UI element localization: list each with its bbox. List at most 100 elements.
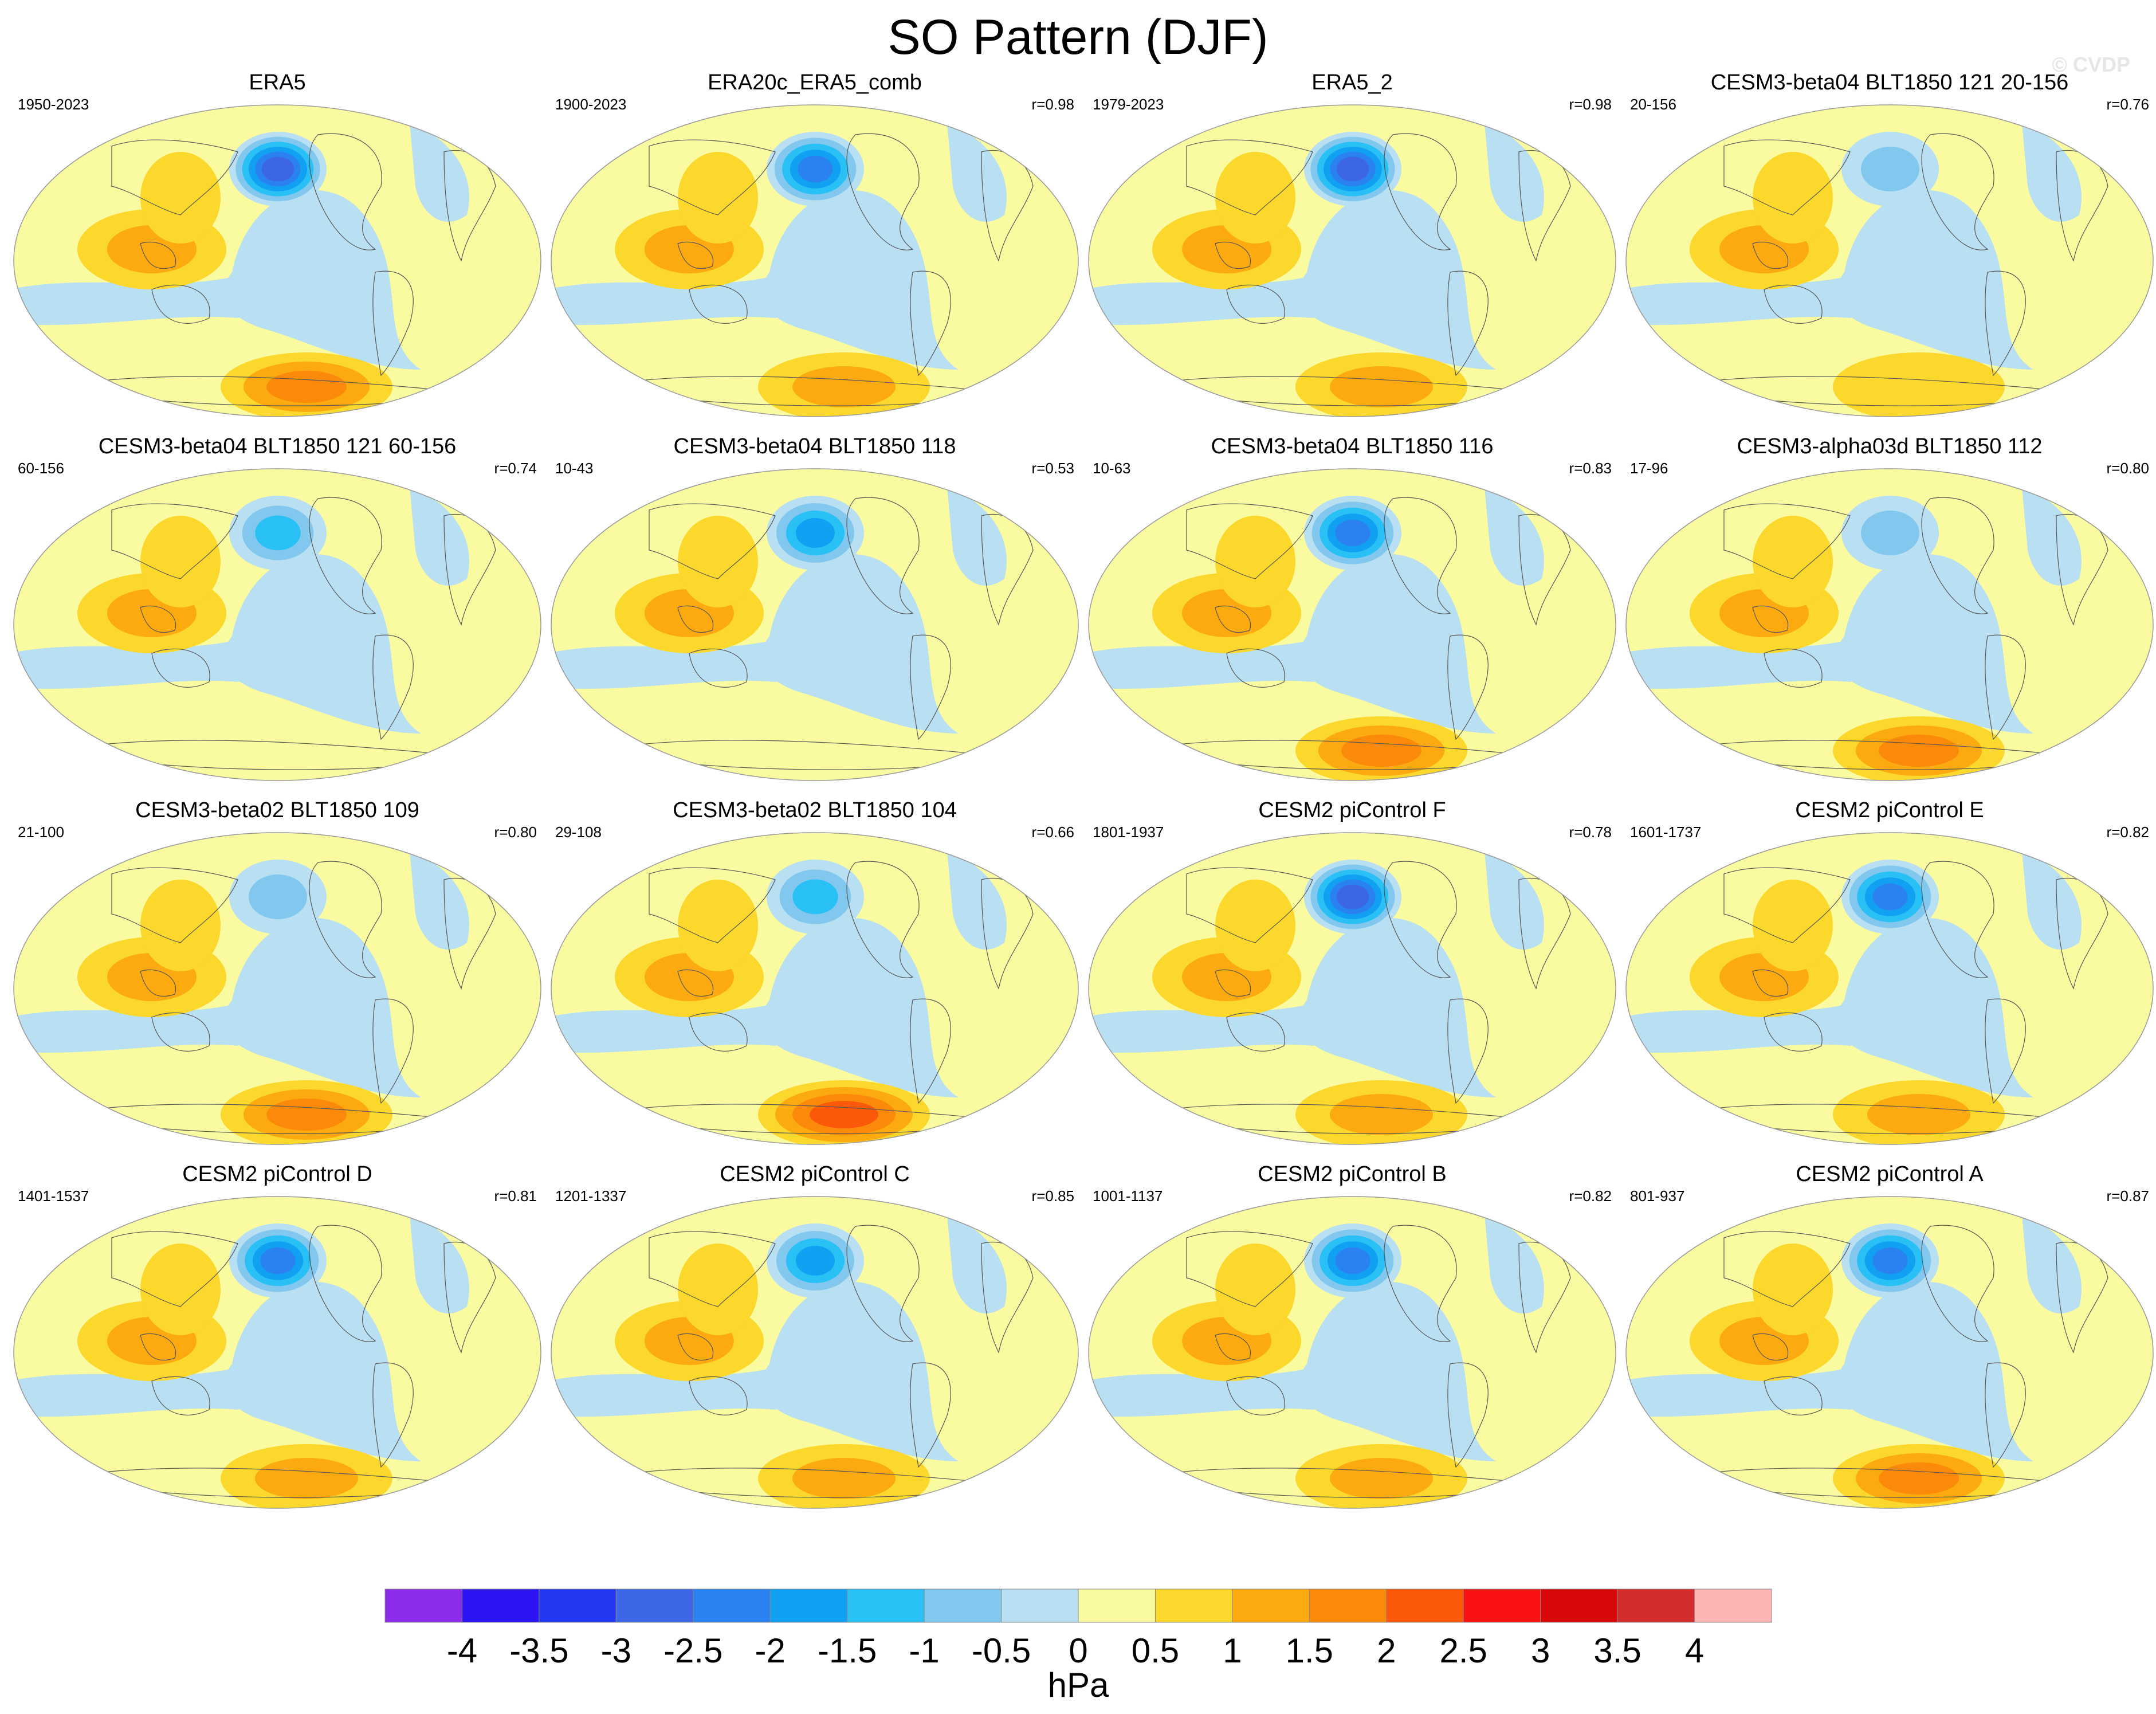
- colorbar-box: [1001, 1589, 1079, 1623]
- southern-negative-band: [1626, 1000, 1868, 1053]
- colorbar-tick-label: -4: [447, 1631, 477, 1670]
- panel-correlation: r=0.85: [1031, 1187, 1074, 1205]
- southern-high-level-1: [1867, 1094, 1970, 1135]
- panel-title: CESM3-beta02 BLT1850 109: [135, 798, 419, 822]
- coastline: [689, 1012, 748, 1052]
- atlantic-negative-region: [410, 123, 469, 222]
- panel-correlation: r=0.76: [2106, 96, 2149, 113]
- coastline: [1921, 133, 1994, 250]
- panel-title: CESM3-beta04 BLT1850 116: [1211, 434, 1494, 458]
- pacific-negative-region: [1299, 1281, 1496, 1461]
- colorbar-tick-label: -0.5: [972, 1631, 1031, 1670]
- panel-years: 1401-1537: [18, 1187, 89, 1205]
- asia-high-level-0: [140, 880, 221, 971]
- coastline: [1186, 139, 1313, 215]
- panel-title: CESM3-alpha03d BLT1850 112: [1737, 434, 2043, 458]
- coastline: [677, 1333, 714, 1361]
- panel-title: CESM2 piControl A: [1796, 1162, 1984, 1186]
- coastline: [1764, 648, 1823, 688]
- coastline: [1723, 503, 1851, 579]
- pacific-negative-region: [1836, 1281, 2033, 1461]
- asia-high-level-0: [678, 152, 758, 244]
- coastline: [649, 139, 776, 215]
- southern-high-level-1: [255, 1458, 358, 1499]
- coastline: [649, 503, 776, 579]
- colorbar-box: [847, 1589, 925, 1623]
- colorbar-box: [1540, 1589, 1618, 1623]
- atlantic-negative-region: [1485, 851, 1544, 950]
- map-border: [1088, 104, 1616, 417]
- coastline: [140, 605, 176, 633]
- colorbar-box: [1154, 1589, 1233, 1623]
- map-svg: [1088, 832, 1616, 1145]
- southern-negative-band: [1089, 1364, 1330, 1417]
- pacific-negative-region: [1299, 917, 1496, 1097]
- colorbar-tick-label: 0: [1069, 1631, 1087, 1670]
- aleutian-low-level-2: [255, 515, 301, 551]
- southern-high-level-1: [792, 1458, 896, 1499]
- colorbar-tick-label: 1.5: [1286, 1631, 1333, 1670]
- map-border: [551, 832, 1079, 1145]
- coastline: [910, 998, 951, 1104]
- panel-years: 21-100: [18, 823, 64, 841]
- map-svg: [1625, 104, 2154, 417]
- panel-title: ERA5: [249, 70, 306, 95]
- panel-correlation: r=0.82: [2106, 823, 2149, 841]
- atlantic-negative-region: [1485, 123, 1544, 222]
- coastline: [1215, 1333, 1251, 1361]
- map-border: [13, 832, 541, 1145]
- map-panel: CESM2 piControl C 1201-1337 r=0.85: [546, 1160, 1083, 1516]
- colorbar-tick-label: 2.5: [1440, 1631, 1487, 1670]
- asia-high-level-0: [140, 152, 221, 244]
- map-svg: [1625, 1196, 2154, 1509]
- coastline: [910, 1362, 951, 1468]
- coastline: [1447, 998, 1489, 1104]
- coastline: [1226, 284, 1285, 324]
- colorbar-box: [615, 1589, 694, 1623]
- panel-title: CESM3-beta04 BLT1850 121 20-156: [1710, 70, 2069, 95]
- aleutian-low-level-4: [1335, 1247, 1370, 1274]
- coastline: [649, 867, 776, 943]
- coastline: [151, 1012, 210, 1052]
- aleutian-low-level-3: [796, 518, 835, 548]
- pacific-negative-region: [761, 190, 959, 370]
- colorbar-tick-label: -3: [601, 1631, 631, 1670]
- asia-high-level-0: [140, 516, 221, 607]
- colorbar-tick-label: -3.5: [509, 1631, 568, 1670]
- asia-high-level-0: [1753, 880, 1833, 971]
- coastline: [1447, 634, 1489, 740]
- coastline: [1215, 969, 1251, 997]
- asia-high-level-0: [1215, 880, 1295, 971]
- panel-years: 1801-1937: [1093, 823, 1164, 841]
- pacific-negative-region: [1836, 554, 2033, 734]
- panel-years: 801-937: [1630, 1187, 1685, 1205]
- coastline: [846, 497, 920, 614]
- map-panel: CESM3-beta04 BLT1850 121 20-156 20-156 r=0…: [1621, 69, 2156, 424]
- coastline: [1215, 605, 1251, 633]
- map-svg: [551, 1196, 1079, 1509]
- map-border: [1625, 1196, 2154, 1509]
- map-panel: ERA5 1950-2023: [9, 69, 546, 424]
- coastline: [1447, 270, 1489, 376]
- southern-negative-band: [1626, 1364, 1868, 1417]
- coastline: [1186, 503, 1313, 579]
- panel-correlation: r=0.66: [1031, 823, 1074, 841]
- colorbar-box: [1309, 1589, 1387, 1623]
- coastline: [846, 1225, 920, 1342]
- map-panel: CESM3-beta04 BLT1850 121 60-156 60-156 r=0…: [9, 433, 546, 788]
- coastline: [111, 867, 238, 943]
- panel-correlation: r=0.98: [1569, 96, 1612, 113]
- coastline: [140, 241, 176, 269]
- map-svg: [551, 104, 1079, 417]
- panel-years: 17-96: [1630, 460, 1668, 477]
- atlantic-negative-region: [947, 487, 1007, 586]
- map-border: [13, 104, 541, 417]
- map-border: [551, 468, 1079, 781]
- coastline: [1384, 133, 1457, 250]
- asia-high-level-0: [678, 880, 758, 971]
- coastline: [1723, 139, 1851, 215]
- coastline: [111, 139, 238, 215]
- coastline: [1447, 1362, 1489, 1468]
- map-border: [1625, 104, 2154, 417]
- map-panel: CESM3-beta04 BLT1850 118 10-43 r=0.53: [546, 433, 1083, 788]
